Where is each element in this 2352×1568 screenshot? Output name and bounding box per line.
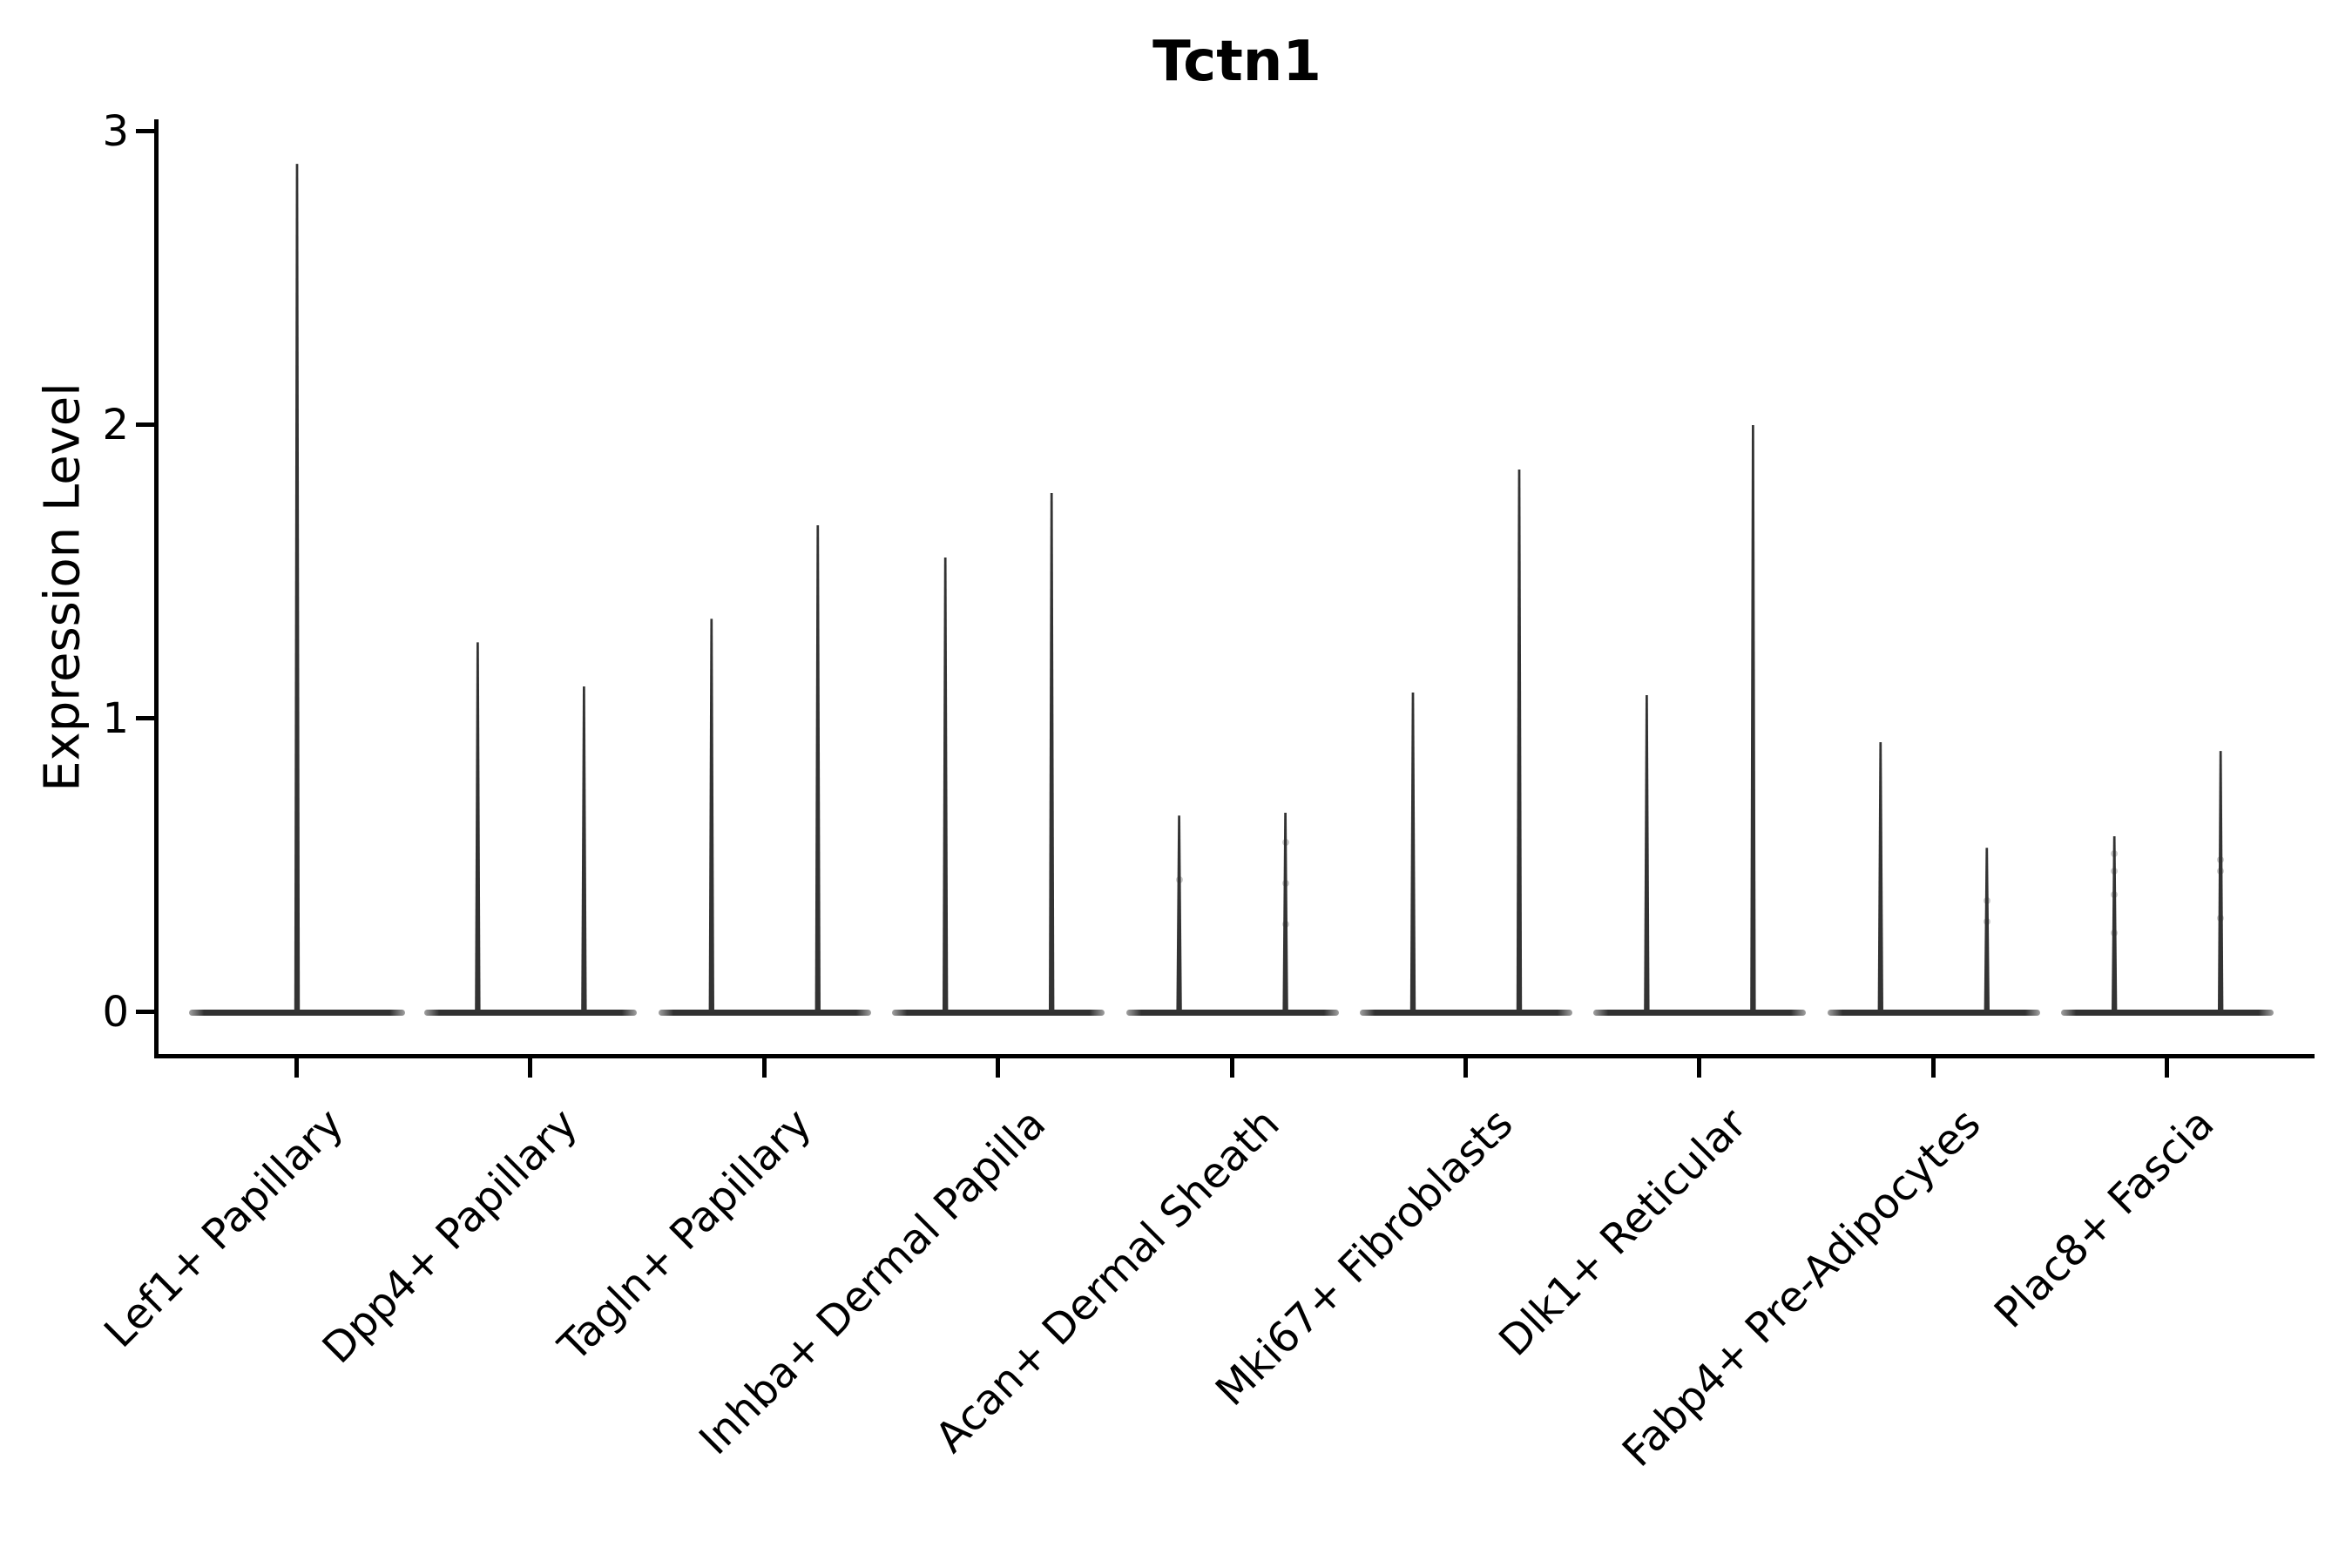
violin-baseline [1593, 1009, 1807, 1016]
y-tick-mark [136, 422, 157, 427]
violin-spike [1409, 692, 1416, 1012]
y-tick-mark [136, 716, 157, 720]
x-tick-label: Dpp4+ Papillary [313, 1099, 588, 1374]
violin-baseline [658, 1009, 871, 1016]
cell-point [1983, 896, 1990, 904]
violin-spike [2111, 835, 2118, 1012]
violin-baseline [2061, 1009, 2274, 1016]
x-tick-mark [1930, 1055, 1936, 1078]
y-tick-mark [136, 129, 157, 133]
violin-spike [1877, 741, 1883, 1012]
violin-spike [1750, 425, 1756, 1012]
cell-point [1281, 838, 1289, 846]
cell-point [1281, 920, 1289, 928]
violin-baseline [1125, 1009, 1339, 1016]
cell-point [2217, 915, 2225, 923]
cell-point [2111, 850, 2119, 858]
cell-point [2111, 891, 2119, 899]
x-tick-mark [528, 1055, 533, 1078]
x-tick-mark [2165, 1055, 2170, 1078]
x-tick-label: Tagln+ Papillary [549, 1099, 821, 1371]
violin-spike [2217, 751, 2224, 1012]
violin-spike [475, 642, 481, 1012]
x-tick-label: Plac8+ Fascia [1985, 1099, 2224, 1338]
chart-title: Tctn1 [1152, 30, 1321, 94]
violin-spike [294, 164, 301, 1012]
y-tick-label: 1 [102, 694, 129, 743]
cell-point [1281, 879, 1289, 887]
violin-spike [708, 618, 714, 1012]
violin-spike [1984, 848, 1990, 1012]
violin-spike [581, 686, 587, 1012]
violin-spike [942, 557, 949, 1012]
y-tick-mark [136, 1010, 157, 1014]
violin-baseline [892, 1009, 1105, 1016]
x-tick-mark [996, 1055, 1001, 1078]
violin-baseline [1827, 1009, 2040, 1016]
cell-point [1175, 876, 1183, 884]
x-tick-mark [761, 1055, 767, 1078]
violin-baseline [424, 1009, 638, 1016]
violin-spike [1644, 695, 1650, 1012]
cell-point [2111, 868, 2119, 875]
cell-point [2217, 855, 2225, 863]
violin-spike [1048, 492, 1055, 1012]
violin-spike [814, 524, 821, 1012]
y-tick-label: 0 [102, 988, 129, 1037]
x-tick-mark [1229, 1055, 1234, 1078]
y-tick-label: 2 [102, 401, 129, 449]
x-axis-spine [154, 1054, 2315, 1058]
cell-point [1983, 917, 1990, 925]
x-tick-label: Lef1+ Papillary [95, 1099, 354, 1357]
violin-spike [1176, 815, 1182, 1012]
violin-baseline [189, 1009, 405, 1016]
x-tick-mark [1697, 1055, 1702, 1078]
y-axis-spine [154, 119, 159, 1058]
violin-baseline [1360, 1009, 1572, 1016]
x-tick-mark [294, 1055, 299, 1078]
y-tick-label: 3 [102, 107, 129, 156]
x-tick-label: Dlk1+ Reticular [1490, 1099, 1757, 1366]
violin-spike [1282, 812, 1288, 1012]
cell-point [2111, 929, 2119, 936]
violin-spike [1516, 469, 1523, 1012]
x-tick-mark [1463, 1055, 1468, 1078]
cell-point [2217, 868, 2225, 875]
